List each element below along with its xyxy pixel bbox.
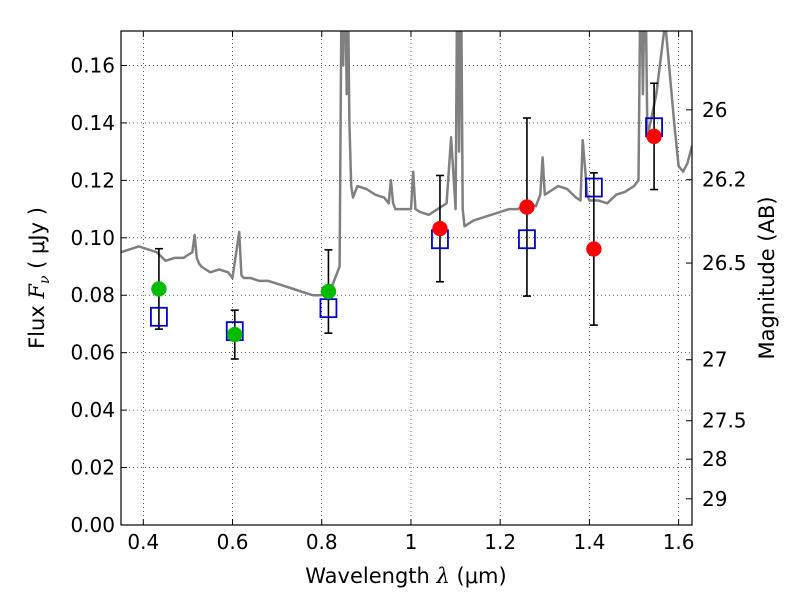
x-tick-label: 0.8	[306, 530, 338, 554]
plot-content	[121, 31, 692, 360]
y-tick-label: 0.12	[70, 168, 115, 192]
y-tick-label: 0.02	[70, 456, 115, 480]
data-point	[586, 241, 602, 257]
y-tick-label: 0.06	[70, 341, 115, 365]
plot-frame	[120, 30, 693, 526]
data-point	[320, 283, 337, 300]
right-axis-label: Magnitude (AB)	[755, 196, 779, 359]
right-tick-label: 28	[702, 447, 727, 471]
x-axis-label: Wavelength λ (μm)	[305, 564, 506, 588]
right-tick-label: 26	[702, 98, 727, 122]
right-tick-label: 29	[702, 487, 727, 511]
x-tick-label: 1	[405, 530, 418, 554]
data-point	[151, 281, 167, 297]
y-tick-label: 0.08	[70, 283, 115, 307]
spectrum-line	[121, 31, 692, 297]
y-tick-label: 0.00	[70, 513, 115, 537]
y-axis-label: Flux Fν ( μJy )	[25, 207, 53, 349]
y-tick-label: 0.10	[70, 226, 115, 250]
x-tick-label: 0.6	[217, 530, 249, 554]
model-square	[150, 306, 168, 327]
y-tick-label: 0.14	[70, 111, 115, 135]
x-tick-label: 1.4	[573, 530, 605, 554]
right-tick-label: 26.5	[702, 251, 747, 275]
data-point	[519, 199, 535, 215]
right-tick-label: 26.2	[702, 168, 747, 192]
right-tick-label: 27	[702, 348, 727, 372]
data-point	[432, 220, 448, 237]
model-square	[518, 229, 536, 250]
x-tick-label: 1.2	[484, 530, 516, 554]
x-tick-label: 1.6	[663, 530, 695, 554]
y-tick-label: 0.16	[70, 53, 115, 77]
right-tick-label: 27.5	[702, 409, 747, 433]
data-point	[227, 326, 243, 343]
x-tick-label: 0.4	[127, 530, 159, 554]
model-square	[584, 177, 603, 198]
plot-area	[121, 31, 692, 360]
data-point	[646, 128, 662, 145]
y-tick-label: 0.04	[70, 398, 115, 422]
axes: 0.4 0.6 0.8 1 1.2 1.4 1.6 0.00 0.02 0.04 0.06 0.08 0…	[70, 31, 747, 554]
